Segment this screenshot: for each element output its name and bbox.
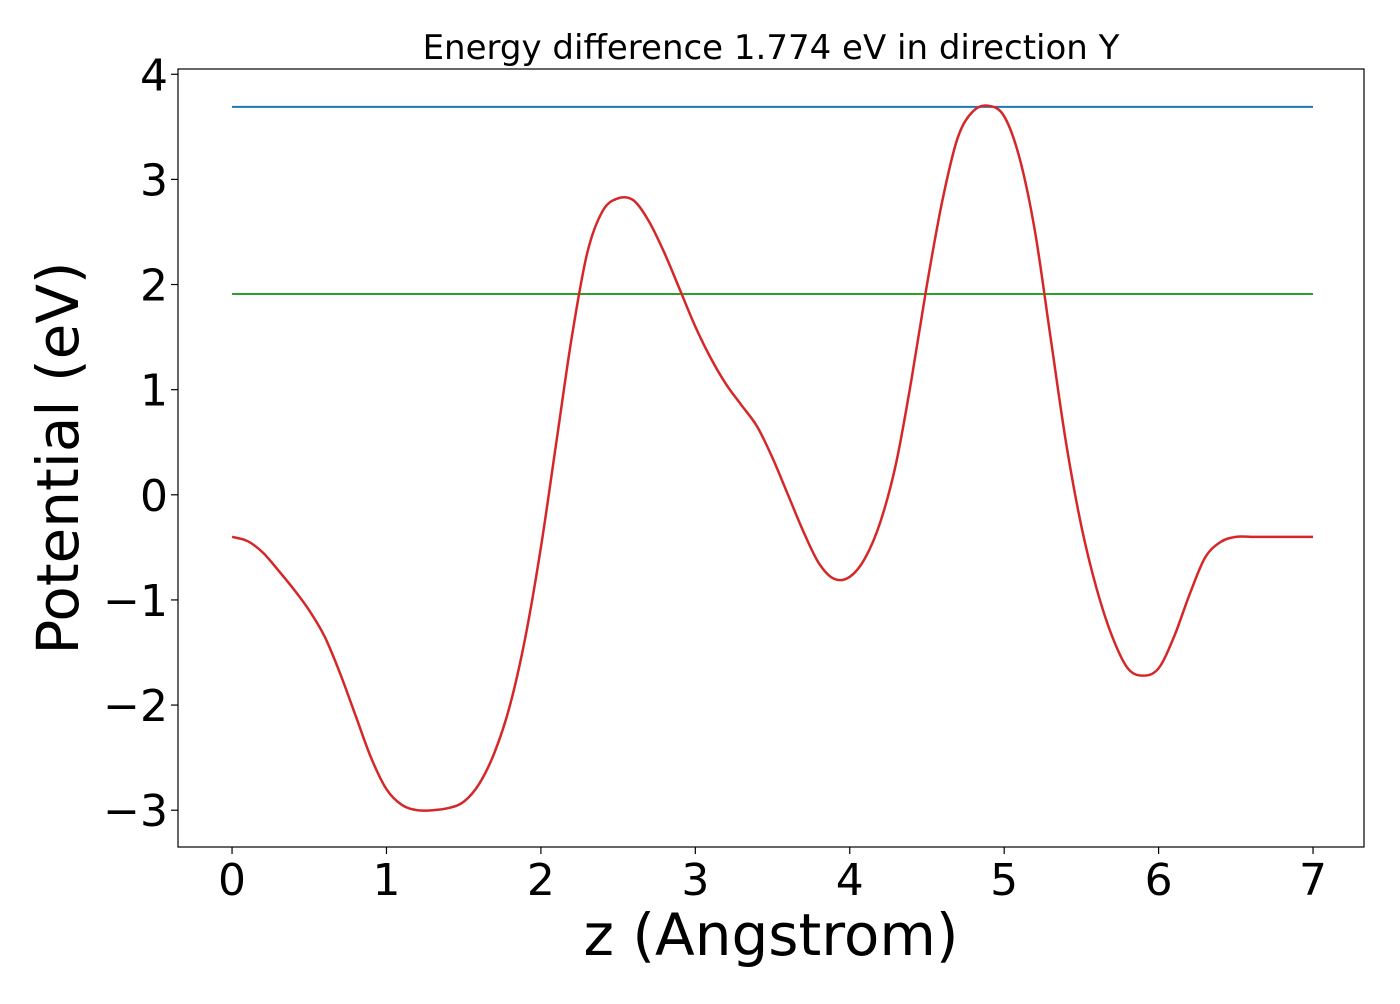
y-tick-label: 0 — [140, 471, 168, 522]
x-tick-label: 5 — [990, 855, 1018, 906]
y-tick-label: −1 — [103, 576, 168, 627]
x-tick-label: 4 — [836, 855, 864, 906]
x-tick-label: 2 — [527, 855, 555, 906]
plot-frame — [177, 68, 1365, 848]
x-axis-label: z (Angstrom) — [584, 901, 959, 969]
y-tick-label: 1 — [140, 366, 168, 417]
chart-title: Energy difference 1.774 eV in direction … — [423, 28, 1120, 68]
y-tick-label: 2 — [140, 261, 168, 312]
y-tick-label: 3 — [140, 155, 168, 206]
y-tick-label: −2 — [103, 681, 168, 732]
x-tick-label: 6 — [1145, 855, 1173, 906]
x-tick-label: 3 — [681, 855, 709, 906]
x-tick-label: 7 — [1299, 855, 1327, 906]
y-axis-label: Potential (eV) — [24, 261, 92, 654]
x-tick-label: 0 — [218, 855, 246, 906]
potential-curve — [231, 104, 1314, 812]
series-layer — [231, 104, 1314, 812]
y-tick-label: 4 — [140, 50, 168, 101]
y-axis-ticks: −3 −2 −1 0 1 2 3 4 — [103, 50, 178, 837]
y-tick-label: −3 — [103, 786, 168, 837]
x-axis-ticks: 0 1 2 3 4 5 6 7 — [218, 847, 1327, 906]
x-tick-label: 1 — [372, 855, 400, 906]
